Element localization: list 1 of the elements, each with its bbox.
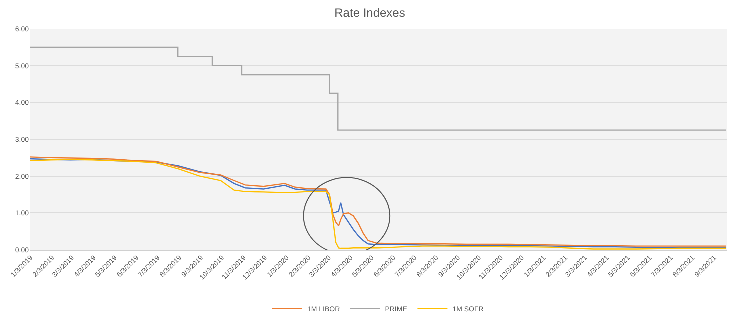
chart-title: Rate Indexes xyxy=(334,6,406,20)
